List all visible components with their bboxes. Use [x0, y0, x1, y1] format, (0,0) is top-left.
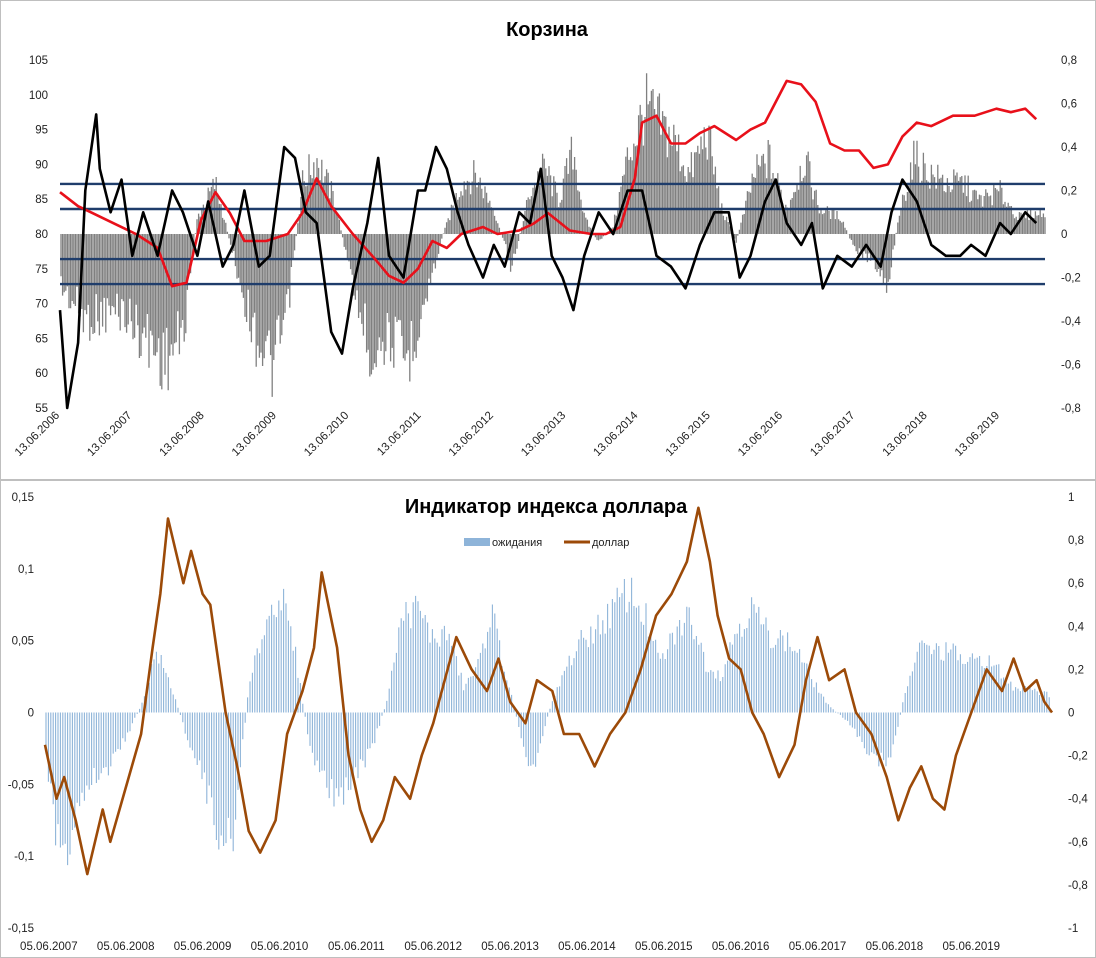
chart2-right-tick: -0,6	[1068, 837, 1088, 849]
chart1-left-tick: 100	[29, 90, 48, 102]
chart2-right-tick: 0,2	[1068, 664, 1084, 676]
chart1-right-tick: -0,2	[1061, 273, 1081, 285]
chart2-x-tick: 05.06.2018	[866, 941, 924, 953]
chart1-left-tick: 80	[35, 229, 48, 241]
chart2-x-tick: 05.06.2009	[174, 941, 232, 953]
chart2-x-tick: 05.06.2012	[404, 941, 462, 953]
chart2-legend: ожидания доллар	[464, 537, 629, 549]
chart2-bar-mark	[45, 577, 1050, 866]
chart1-red-series	[59, 79, 1038, 288]
chart1-black-series	[58, 113, 1038, 410]
chart2-right-tick: 0,4	[1068, 621, 1085, 633]
chart2-right-axis-ticks: 1 0,8 0,6 0,4 0,2 0 -0,2 -0,4 -0,6 -0,8 -1	[1068, 492, 1088, 935]
chart2-x-tick: 05.06.2010	[251, 941, 309, 953]
chart2-bars	[45, 577, 1050, 866]
chart2-left-tick: 0,15	[12, 492, 34, 504]
chart2-right-tick: 1	[1068, 492, 1074, 504]
chart2-x-tick: 05.06.2019	[943, 941, 1001, 953]
legend-label-expectations: ожидания	[492, 537, 542, 549]
chart1-left-tick: 95	[35, 125, 48, 137]
chart1-title: Корзина	[506, 19, 589, 41]
chart1-right-tick: -0,6	[1061, 360, 1081, 372]
chart1-right-tick: 0,4	[1061, 142, 1078, 154]
chart2-right-tick: -1	[1068, 923, 1078, 935]
chart2-left-axis-ticks: 0,15 0,1 0,05 0 -0,05 -0,1 -0,15	[8, 492, 34, 935]
chart2-x-tick: 05.06.2013	[481, 941, 539, 953]
chart1-left-axis-ticks: 105 100 95 90 85 80 75 70 65 60 55	[29, 55, 48, 415]
legend-swatch-expectations	[464, 538, 490, 546]
chart2-right-tick: 0,6	[1068, 578, 1084, 590]
chart2-left-tick: 0,1	[18, 564, 34, 576]
chart2-x-tick: 05.06.2015	[635, 941, 693, 953]
chart1-left-tick: 70	[35, 299, 48, 311]
chart2-right-tick: 0	[1068, 708, 1074, 720]
chart2-x-tick: 05.06.2007	[20, 941, 78, 953]
chart-dollar-indicator: Индикатор индекса доллара ожидания долла…	[0, 480, 1096, 958]
chart1-right-tick: 0,6	[1061, 99, 1077, 111]
chart2-x-tick: 05.06.2014	[558, 941, 616, 953]
chart2-left-tick: -0,05	[8, 779, 34, 791]
chart1-right-tick: -0,8	[1061, 403, 1081, 415]
chart1-left-tick: 60	[35, 368, 48, 380]
chart2-x-tick: 05.06.2017	[789, 941, 847, 953]
chart1-left-tick: 85	[35, 194, 48, 206]
chart2-right-tick: -0,4	[1068, 794, 1088, 806]
chart1-right-tick: 0,2	[1061, 186, 1077, 198]
chart2-x-tick: 05.06.2011	[328, 941, 385, 953]
chart2-title: Индикатор индекса доллара	[405, 496, 688, 518]
chart2-right-tick: -0,8	[1068, 880, 1088, 892]
chart1-left-tick: 55	[35, 403, 48, 415]
chart1-right-tick: 0,8	[1061, 55, 1077, 67]
chart2-right-tick: -0,2	[1068, 751, 1088, 763]
chart2-x-tick: 05.06.2008	[97, 941, 155, 953]
chart2-right-tick: 0,8	[1068, 535, 1084, 547]
chart1-right-tick: -0,4	[1061, 316, 1081, 328]
chart2-left-tick: -0,15	[8, 923, 34, 935]
legend-label-dollar: доллар	[592, 537, 629, 549]
chart2-x-axis-ticks: 05.06.2007 05.06.2008 05.06.2009 05.06.2010…	[20, 941, 1000, 953]
chart2-left-tick: -0,1	[14, 851, 34, 863]
chart2-x-tick: 05.06.2016	[712, 941, 770, 953]
chart2-left-tick: 0	[28, 708, 34, 720]
chart1-left-tick: 105	[29, 55, 48, 67]
chart2-left-tick: 0,05	[12, 636, 34, 648]
chart2-dollar-series	[43, 506, 1054, 876]
chart1-left-tick: 65	[35, 333, 48, 345]
chart1-right-axis-ticks: 0,8 0,6 0,4 0,2 0 -0,2 -0,4 -0,6 -0,8	[1061, 55, 1081, 415]
chart1-left-tick: 90	[35, 159, 48, 171]
chart1-left-tick: 75	[35, 264, 48, 276]
chart1-right-tick: 0	[1061, 229, 1067, 241]
